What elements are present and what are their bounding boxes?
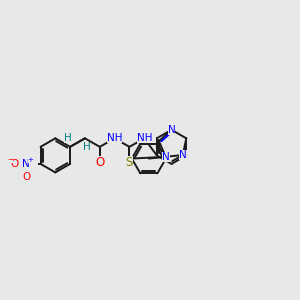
Text: −: − xyxy=(7,157,13,163)
Text: N: N xyxy=(179,150,187,160)
Text: H: H xyxy=(82,142,90,152)
Text: H: H xyxy=(64,133,72,143)
Text: N: N xyxy=(22,159,30,169)
Text: NH: NH xyxy=(107,133,122,143)
Text: N: N xyxy=(168,125,176,135)
Text: S: S xyxy=(126,156,133,169)
Text: +: + xyxy=(28,157,34,163)
Text: O: O xyxy=(95,156,104,169)
Text: N: N xyxy=(162,152,170,162)
Text: NH: NH xyxy=(136,133,152,143)
Text: O: O xyxy=(22,172,30,182)
Text: O: O xyxy=(10,159,18,169)
